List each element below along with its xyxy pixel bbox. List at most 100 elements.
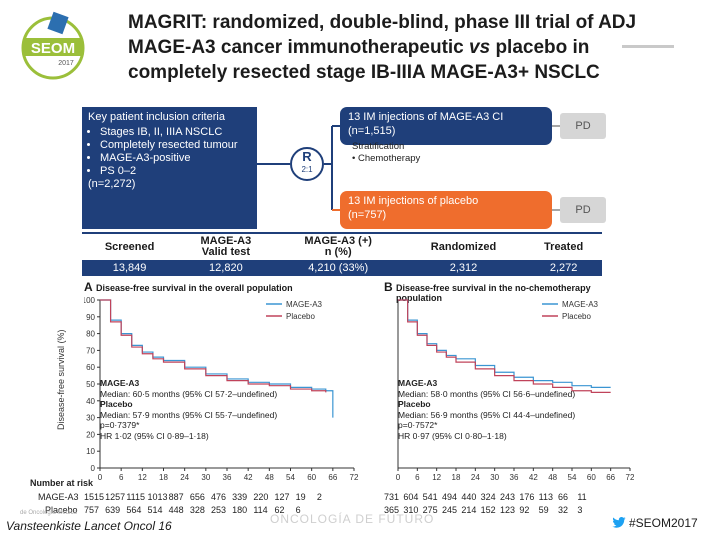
x-tick-label: 24 [180,473,189,482]
arm-placebo-line1: 13 IM injections of placebo [348,195,479,207]
x-tick-label: 36 [223,473,232,482]
stratification-item-text: Chemotherapy [357,153,421,164]
y-tick-label: 30 [86,414,95,423]
risk-cell: 339 [232,492,248,502]
y-tick-label: 100 [84,296,96,305]
y-tick-label: 40 [86,397,95,406]
flow-value: 2,272 [525,260,602,276]
panel-b-med-5: HR 0·97 (95% CI 0·80–1·18) [398,430,507,441]
x-tick-label: 54 [568,473,577,482]
risk-cell: 66 [558,492,569,502]
flow-header: MAGE-A3 Valid test [177,232,275,260]
y-tick-label: 80 [86,330,95,339]
title-line-1: MAGRIT: randomized, double-blind, phase … [128,12,637,33]
risk-cell: 253 [211,505,227,515]
risk-cell: 365 [384,505,400,515]
risk-cell: 656 [189,492,205,502]
x-tick-label: 6 [119,473,124,482]
risk-cell: 887 [168,492,184,502]
x-tick-label: 60 [307,473,316,482]
title-line-2-em: vs [469,37,491,58]
panel-a-title: Disease-free survival in the overall pop… [96,283,293,293]
x-tick-label: 36 [510,473,519,482]
risk-cell: 541 [422,492,438,502]
panel-a-med-1: Median: 60·5 months (95% CI 57·2–undefin… [100,388,278,399]
risk-cell: 275 [422,505,438,515]
criteria-item: PS 0–2 [100,165,251,178]
criteria-item: MAGE-A3-positive [100,152,251,165]
watermark-small: de Oncología Médica [20,510,77,516]
flow-header: Randomized [401,232,526,260]
title-line-2-pre: MAGE-A3 cancer immunotherapeutic [128,37,470,58]
km-chart-no-chemo: 0 6 12 18 24 30 36 42 48 54 60 66 72 MAGE-A3 Placebo [396,299,634,482]
slide-title: MAGRIT: randomized, double-blind, phase … [128,10,688,85]
x-tick-label: 72 [350,473,359,482]
hashtag-text: #SEOM2017 [629,516,698,530]
x-tick-label: 72 [626,473,634,482]
randomization-label: R [302,149,312,164]
risk-cell: 114 [253,505,268,515]
title-line-2: MAGE-A3 cancer immunotherapeutic vs plac… [128,35,688,60]
title-line-3: completely resected stage IB-IIIA MAGE-A… [128,62,600,83]
risk-cell: 6 [295,505,301,515]
pd-box-1: PD [560,113,606,139]
arm-mage-a3-line1: 13 IM injections of MAGE-A3 CI [348,111,504,123]
x-tick-label: 24 [471,473,480,482]
flow-value: 13,849 [82,260,178,276]
risk-cell: 1515 [84,492,105,502]
risk-cell: 113 [538,492,554,502]
risk-cell: 440 [461,492,477,502]
decorative-line [622,45,674,48]
x-tick-label: 66 [328,473,337,482]
risk-cell: 731 [384,492,400,502]
risk-cell: 123 [500,505,516,515]
y-axis-label: Disease-free survival (%) [56,329,66,430]
y-axis-label-text: Disease-free survival (%) [56,329,66,430]
flow-header: Screened [82,232,178,260]
criteria-item: Stages IB, II, IIIA NSCLC [100,126,251,139]
seom-logo: SEOM 2017 [21,11,85,80]
km-line-placebo [398,299,611,393]
flow-header: Treated [525,232,602,260]
risk-title: Number at risk [30,478,94,488]
risk-cell: 32 [558,505,569,515]
risk-cell: 1115 [126,492,146,502]
flow-header: MAGE-A3 (+) n (%) [274,232,402,260]
title-line-2-post: placebo in [490,37,590,58]
y-tick-label: 20 [86,430,95,439]
risk-cell: 214 [461,505,477,515]
panel-b-medians: MAGE-A3 Median: 58·0 months (95% CI 56·6… [398,378,575,441]
risk-cell: 310 [403,505,419,515]
risk-cell: 494 [442,492,458,502]
x-tick-label: 0 [98,473,103,482]
flow-value: 2,312 [401,260,526,276]
logo-text: SEOM [31,40,75,57]
flow-value-row: 13,849 12,820 4,210 (33%) 2,312 2,272 [82,260,602,276]
km-panel-overall: A Disease-free survival in the overall p… [84,278,374,490]
inclusion-criteria-box: Key patient inclusion criteria Stages IB… [82,107,257,229]
legend-label: Placebo [562,312,591,321]
x-tick-label: 30 [201,473,210,482]
x-tick-label: 66 [606,473,615,482]
flow-header-row: Screened MAGE-A3 Valid test MAGE-A3 (+) n … [82,232,602,260]
risk-cell: 127 [274,492,290,502]
arm-placebo-line2: (n=757) [348,209,387,221]
x-tick-label: 18 [452,473,461,482]
risk-cell: 59 [538,505,549,515]
x-tick-label: 42 [244,473,253,482]
risk-cell: 62 [274,505,285,515]
panel-b-med-1: Median: 58·0 months (95% CI 56·6–undefin… [398,388,576,399]
km-line-placebo [100,299,327,393]
risk-row-name: Placebo [45,505,78,515]
panel-b-med-4: p=0·7572* [398,420,438,430]
risk-cell: 328 [189,505,205,515]
risk-cell: 220 [253,492,269,502]
panel-a-med-5: HR 1·02 (95% CI 0·89–1·18) [100,430,209,441]
randomization-ratio: 2:1 [301,165,313,174]
stratification-item: • Chemotherapy [352,153,421,164]
hashtag: #SEOM2017 [612,516,698,530]
risk-cell: 19 [295,492,306,502]
logo-year: 2017 [58,60,74,67]
legend-label: MAGE-A3 [286,300,323,309]
y-tick-label: 50 [86,380,95,389]
